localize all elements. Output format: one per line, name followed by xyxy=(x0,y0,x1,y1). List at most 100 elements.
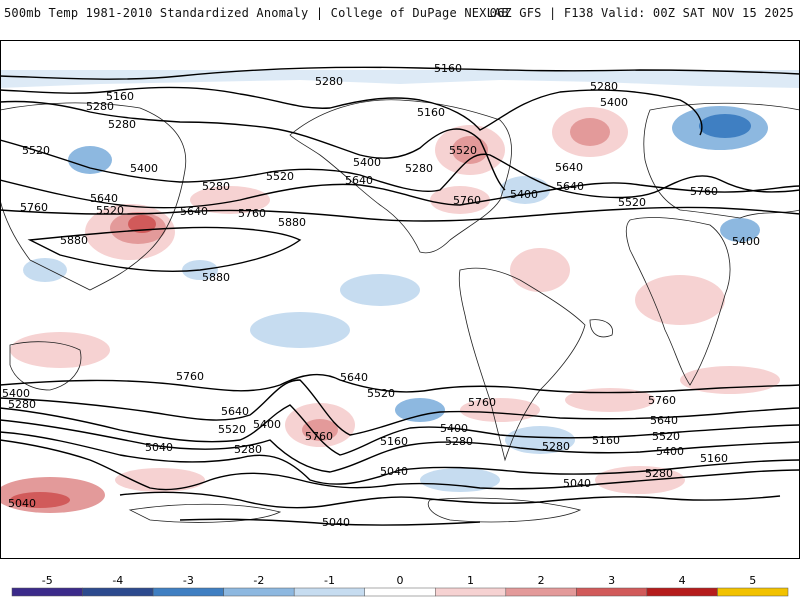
contour-label: 5880 xyxy=(278,216,306,229)
contour-label: 5280 xyxy=(108,118,136,131)
contour-label: 5160 xyxy=(417,106,445,119)
contour-label: 5520 xyxy=(367,387,395,400)
colorbar-tick-label: -5 xyxy=(42,574,53,587)
colorbar-tick-label: 0 xyxy=(397,574,404,587)
contour-label: 5280 xyxy=(86,100,114,113)
contour-label: 5760 xyxy=(468,396,496,409)
contour-label: 5280 xyxy=(445,435,473,448)
contour-label: 5640 xyxy=(345,174,373,187)
contour-label: 5160 xyxy=(700,452,728,465)
contour-5160-north xyxy=(0,66,800,80)
contour-5640 xyxy=(0,179,800,209)
contour-label: 5400 xyxy=(510,188,538,201)
contour-label: 5760 xyxy=(453,194,481,207)
contour-label: 5520 xyxy=(449,144,477,157)
contour-label: 5280 xyxy=(234,443,262,456)
contour-label: 5160 xyxy=(434,62,462,75)
contour-label: 5520 xyxy=(618,196,646,209)
contour-5160-south xyxy=(0,439,800,491)
asia-coast-west xyxy=(0,102,187,291)
map-title: 500mb Temp 1981-2010 Standardized Anomal… xyxy=(4,6,509,20)
colorbar-tick-label: 2 xyxy=(538,574,545,587)
coastlines xyxy=(0,99,800,523)
colorbar: -5 -4 -3 -2 -1 0 1 2 3 4 5 xyxy=(11,574,789,597)
colorbar-segment xyxy=(293,587,365,597)
contour-5640-south xyxy=(0,379,800,436)
contour-label: 5760 xyxy=(648,394,676,407)
colorbar-tick-label: 3 xyxy=(608,574,615,587)
contour-label: 5040 xyxy=(322,516,350,529)
colorbar-tick-label: -3 xyxy=(183,574,194,587)
contour-label: 5040 xyxy=(563,477,591,490)
colorbar-segment xyxy=(152,587,224,597)
contour-label: 5640 xyxy=(555,161,583,174)
contour-label: 5280 xyxy=(315,75,343,88)
colorbar-segments xyxy=(11,587,789,597)
colorbar-segment xyxy=(11,587,83,597)
contour-label: 5400 xyxy=(656,445,684,458)
contour-label: 5400 xyxy=(600,96,628,109)
colorbar-tick-label: 4 xyxy=(679,574,686,587)
contour-label: 5520 xyxy=(266,170,294,183)
antarctica-coast-a xyxy=(427,497,582,523)
colorbar-segment xyxy=(364,587,436,597)
contour-label: 5160 xyxy=(106,90,134,103)
contour-label: 5640 xyxy=(180,205,208,218)
contour-label: 5640 xyxy=(650,414,678,427)
contour-label: 5040 xyxy=(8,497,36,510)
australia-coast xyxy=(9,341,82,391)
contour-labels: 5160 5160 5160 5160 5160 5160 5280 5280 … xyxy=(2,62,760,529)
contour-label: 5880 xyxy=(202,271,230,284)
contour-label: 5160 xyxy=(592,434,620,447)
contour-label: 5160 xyxy=(380,435,408,448)
contour-label: 5280 xyxy=(645,467,673,480)
contour-5280-north xyxy=(0,86,703,136)
contour-5040-south xyxy=(119,491,781,509)
contour-label: 5640 xyxy=(221,405,249,418)
contour-label: 5520 xyxy=(218,423,246,436)
contour-label: 5280 xyxy=(8,398,36,411)
contour-label: 5640 xyxy=(90,192,118,205)
colorbar-tick-label: -1 xyxy=(324,574,335,587)
anomaly-shading xyxy=(0,70,800,513)
colorbar-segment xyxy=(576,587,648,597)
colorbar-segment xyxy=(505,587,577,597)
contour-label: 5400 xyxy=(732,235,760,248)
contour-5400-south xyxy=(0,419,800,473)
colorbar-tick-label: 1 xyxy=(467,574,474,587)
colorbar-segment xyxy=(223,587,295,597)
colorbar-tick-label: -2 xyxy=(253,574,264,587)
contour-5400-north xyxy=(0,100,506,191)
contour-label: 5040 xyxy=(380,465,408,478)
height-contours xyxy=(0,66,800,526)
contour-5880-north xyxy=(27,226,302,273)
contour-label: 5520 xyxy=(652,430,680,443)
madagascar-coast xyxy=(589,319,613,338)
contour-label: 5760 xyxy=(176,370,204,383)
colorbar-segment xyxy=(82,587,154,597)
contour-5760-south xyxy=(0,373,800,394)
colorbar-ticks: -5 -4 -3 -2 -1 0 1 2 3 4 5 xyxy=(42,574,756,587)
africa-coast xyxy=(625,217,731,386)
contour-label: 5640 xyxy=(340,371,368,384)
colorbar-tick-label: 5 xyxy=(749,574,756,587)
contour-5280-south xyxy=(0,431,800,485)
contour-label: 5640 xyxy=(556,180,584,193)
contour-label: 5760 xyxy=(20,201,48,214)
model-run-info: 06Z GFS | F138 Valid: 00Z SAT NOV 15 202… xyxy=(489,6,794,20)
contour-label: 5400 xyxy=(2,387,30,400)
contour-label: 5280 xyxy=(405,162,433,175)
contour-5040-pole xyxy=(179,518,481,526)
contour-label: 5760 xyxy=(305,430,333,443)
eurasia-coast-east xyxy=(643,102,800,219)
north-america-coast xyxy=(289,99,512,254)
south-america-coast xyxy=(458,267,586,462)
colorbar-segment xyxy=(646,587,718,597)
contour-label: 5280 xyxy=(202,180,230,193)
contour-label: 5400 xyxy=(353,156,381,169)
anomaly-map: 5160 5160 5160 5160 5160 5160 5280 5280 … xyxy=(0,40,800,559)
contour-5520-south xyxy=(0,404,800,456)
contour-label: 5040 xyxy=(145,441,173,454)
colorbar-segment xyxy=(435,587,507,597)
contour-label: 5400 xyxy=(440,422,468,435)
